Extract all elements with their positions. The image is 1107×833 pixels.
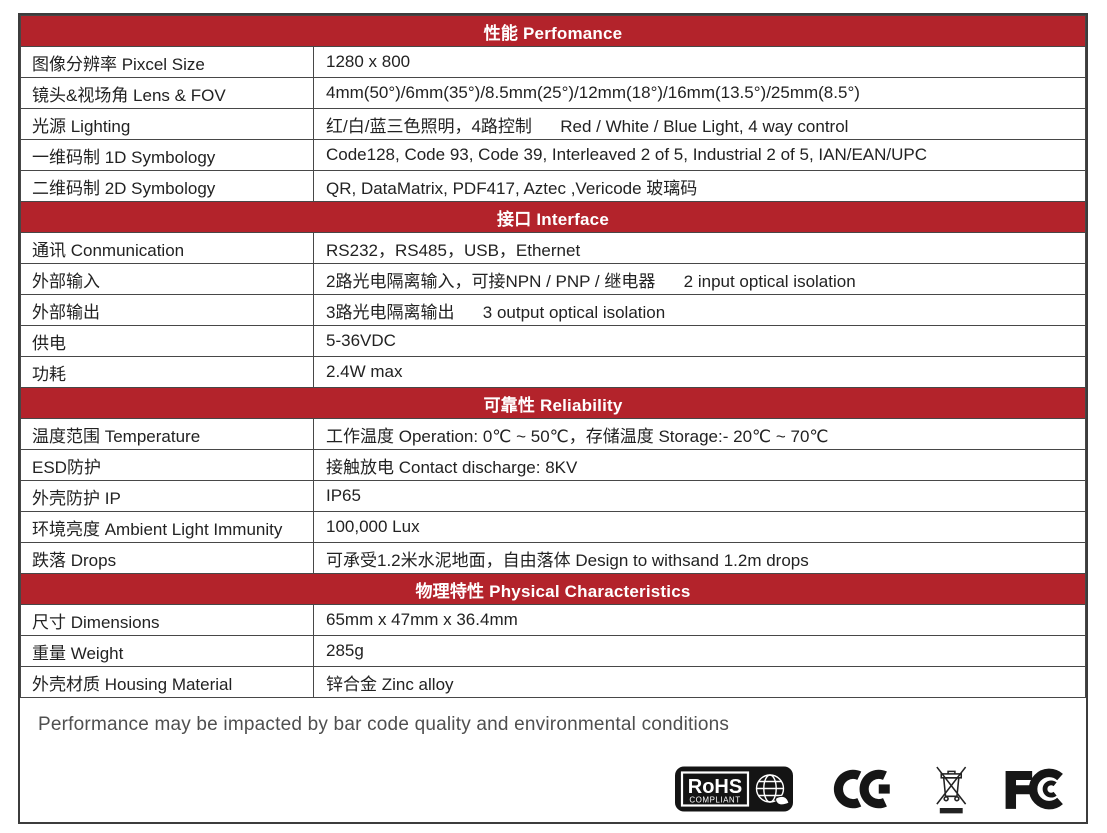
section-title: 接口 Interface — [20, 201, 1086, 233]
section-header-row: 接口 Interface — [20, 201, 1086, 233]
ce-logo — [833, 769, 890, 809]
spec-value: 2路光电隔离输入，可接NPN / PNP / 继电器 2 input optic… — [313, 263, 1086, 295]
spec-value: 1280 x 800 — [313, 46, 1086, 78]
section-header-row: 性能 Perfomance — [20, 15, 1086, 47]
spec-table-body: 性能 Perfomance 图像分辨率 Pixcel Size 1280 x 800… — [20, 15, 1086, 698]
spec-row: 尺寸 Dimensions 65mm x 47mm x 36.4mm — [20, 604, 1086, 636]
spec-value: QR, DataMatrix, PDF417, Aztec ,Vericode … — [313, 170, 1086, 202]
weee-logo — [936, 766, 967, 814]
spec-row: 外壳防护 IP IP65 — [20, 480, 1086, 512]
spec-row: 通讯 Conmunication RS232，RS485，USB，Ethernet — [20, 232, 1086, 264]
spec-label: ESD防护 — [20, 449, 314, 481]
spec-label: 功耗 — [20, 356, 314, 388]
spec-row: 跌落 Drops 可承受1.2米水泥地面，自由落体 Design to withs… — [20, 542, 1086, 574]
spec-row: 环境亮度 Ambient Light Immunity 100,000 Lux — [20, 511, 1086, 543]
spec-value: 接触放电 Contact discharge: 8KV — [313, 449, 1086, 481]
spec-value: 5-36VDC — [313, 325, 1086, 357]
section-header-row: 可靠性 Reliability — [20, 387, 1086, 419]
spec-label: 重量 Weight — [20, 635, 314, 667]
spec-label: 外壳防护 IP — [20, 480, 314, 512]
spec-label: 一维码制 1D Symbology — [20, 139, 314, 171]
spec-row: 外壳材质 Housing Material 锌合金 Zinc alloy — [20, 666, 1086, 698]
spec-row: 二维码制 2D Symbology QR, DataMatrix, PDF417,… — [20, 170, 1086, 202]
spec-row: 光源 Lighting 红/白/蓝三色照明，4路控制 Red / White / … — [20, 108, 1086, 140]
spec-label: 跌落 Drops — [20, 542, 314, 574]
spec-table: 性能 Perfomance 图像分辨率 Pixcel Size 1280 x 800… — [20, 15, 1086, 698]
section-header-row: 物理特性 Physical Characteristics — [20, 573, 1086, 605]
spec-label: 光源 Lighting — [20, 108, 314, 140]
rohs-subtitle-text: COMPLIANT — [689, 796, 740, 805]
certification-logos: RoHS COMPLIANT — [674, 762, 1072, 816]
spec-row: 重量 Weight 285g — [20, 635, 1086, 667]
spec-label: 通讯 Conmunication — [20, 232, 314, 264]
performance-note: Performance may be impacted by bar code … — [38, 714, 730, 735]
spec-value: 4mm(50°)/6mm(35°)/8.5mm(25°)/12mm(18°)/1… — [313, 77, 1086, 109]
spec-value: IP65 — [313, 480, 1086, 512]
globe-leaf-icon — [755, 774, 785, 803]
spec-row: 外部输入 2路光电隔离输入，可接NPN / PNP / 继电器 2 input o… — [20, 263, 1086, 295]
spec-frame: 性能 Perfomance 图像分辨率 Pixcel Size 1280 x 800… — [18, 13, 1088, 824]
spec-row: 镜头&视场角 Lens & FOV 4mm(50°)/6mm(35°)/8.5mm… — [20, 77, 1086, 109]
spec-label: 镜头&视场角 Lens & FOV — [20, 77, 314, 109]
spec-value: 65mm x 47mm x 36.4mm — [313, 604, 1086, 636]
spec-value: 3路光电隔离输出 3 output optical isolation — [313, 294, 1086, 326]
spec-value: 可承受1.2米水泥地面，自由落体 Design to withsand 1.2m… — [313, 542, 1086, 574]
spec-value: RS232，RS485，USB，Ethernet — [313, 232, 1086, 264]
spec-label: 温度范围 Temperature — [20, 418, 314, 450]
spec-value: 锌合金 Zinc alloy — [313, 666, 1086, 698]
section-title: 物理特性 Physical Characteristics — [20, 573, 1086, 605]
spec-row: 外部输出 3路光电隔离输出 3 output optical isolation — [20, 294, 1086, 326]
spec-label: 外部输入 — [20, 263, 314, 295]
spec-value: 工作温度 Operation: 0℃ ~ 50℃，存储温度 Storage:- … — [313, 418, 1086, 450]
spec-value: 红/白/蓝三色照明，4路控制 Red / White / Blue Light,… — [313, 108, 1086, 140]
spec-label: 供电 — [20, 325, 314, 357]
rohs-title-text: RoHS — [688, 776, 742, 798]
spec-row: 图像分辨率 Pixcel Size 1280 x 800 — [20, 46, 1086, 78]
spec-label: 环境亮度 Ambient Light Immunity — [20, 511, 314, 543]
rohs-logo: RoHS COMPLIANT — [675, 766, 793, 812]
section-title: 可靠性 Reliability — [20, 387, 1086, 419]
spec-label: 尺寸 Dimensions — [20, 604, 314, 636]
footer-area: Performance may be impacted by bar code … — [20, 698, 1086, 822]
spec-row: 供电 5-36VDC — [20, 325, 1086, 357]
spec-value: 285g — [313, 635, 1086, 667]
spec-label: 外壳材质 Housing Material — [20, 666, 314, 698]
spec-row: 一维码制 1D Symbology Code128, Code 93, Code … — [20, 139, 1086, 171]
spec-row: ESD防护 接触放电 Contact discharge: 8KV — [20, 449, 1086, 481]
spec-row: 功耗 2.4W max — [20, 356, 1086, 388]
section-title: 性能 Perfomance — [20, 15, 1086, 47]
spec-label: 二维码制 2D Symbology — [20, 170, 314, 202]
spec-value: 2.4W max — [313, 356, 1086, 388]
leaf-shape — [774, 795, 790, 806]
spec-label: 图像分辨率 Pixcel Size — [20, 46, 314, 78]
spec-value: 100,000 Lux — [313, 511, 1086, 543]
spec-row: 温度范围 Temperature 工作温度 Operation: 0℃ ~ 50℃… — [20, 418, 1086, 450]
fcc-logo — [1005, 768, 1063, 810]
spec-label: 外部输出 — [20, 294, 314, 326]
spec-value: Code128, Code 93, Code 39, Interleaved 2… — [313, 139, 1086, 171]
